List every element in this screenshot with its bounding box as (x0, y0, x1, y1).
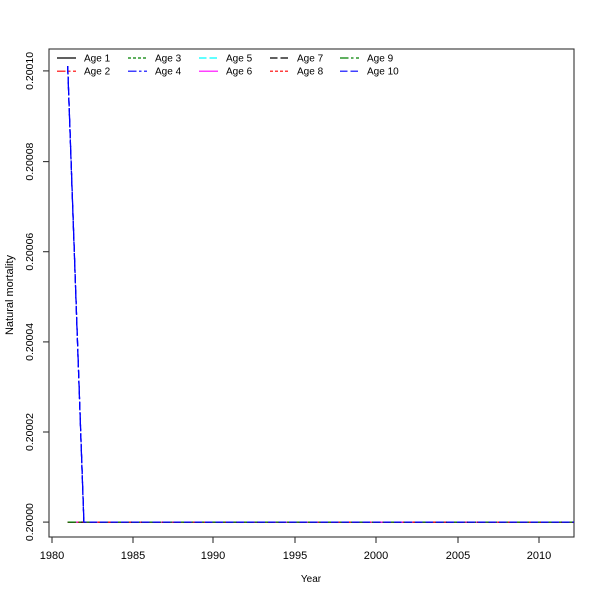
svg-text:0.20002: 0.20002 (24, 413, 36, 451)
svg-text:0.20006: 0.20006 (24, 233, 36, 271)
svg-text:1990: 1990 (201, 550, 225, 562)
svg-text:Age 9: Age 9 (367, 53, 394, 64)
svg-text:Age 5: Age 5 (226, 53, 253, 64)
svg-text:Age 3: Age 3 (155, 53, 182, 64)
svg-text:2005: 2005 (446, 550, 470, 562)
svg-text:Age 10: Age 10 (367, 67, 399, 78)
svg-text:Age 7: Age 7 (297, 53, 324, 64)
svg-text:Age 2: Age 2 (84, 67, 111, 78)
svg-text:2000: 2000 (364, 550, 388, 562)
svg-text:0.20004: 0.20004 (24, 323, 36, 361)
svg-text:Age 8: Age 8 (297, 67, 324, 78)
svg-text:Year: Year (301, 574, 322, 585)
svg-text:Age 4: Age 4 (155, 67, 182, 78)
svg-text:Age 6: Age 6 (226, 67, 253, 78)
svg-text:1980: 1980 (40, 550, 64, 562)
svg-text:0.20000: 0.20000 (24, 503, 36, 541)
svg-text:Age 1: Age 1 (84, 53, 111, 64)
svg-text:0.20008: 0.20008 (24, 142, 36, 180)
svg-text:1995: 1995 (283, 550, 307, 562)
svg-text:Natural mortality: Natural mortality (4, 254, 16, 335)
svg-text:2010: 2010 (527, 550, 551, 562)
svg-text:1985: 1985 (121, 550, 145, 562)
svg-text:0.20010: 0.20010 (24, 52, 36, 90)
